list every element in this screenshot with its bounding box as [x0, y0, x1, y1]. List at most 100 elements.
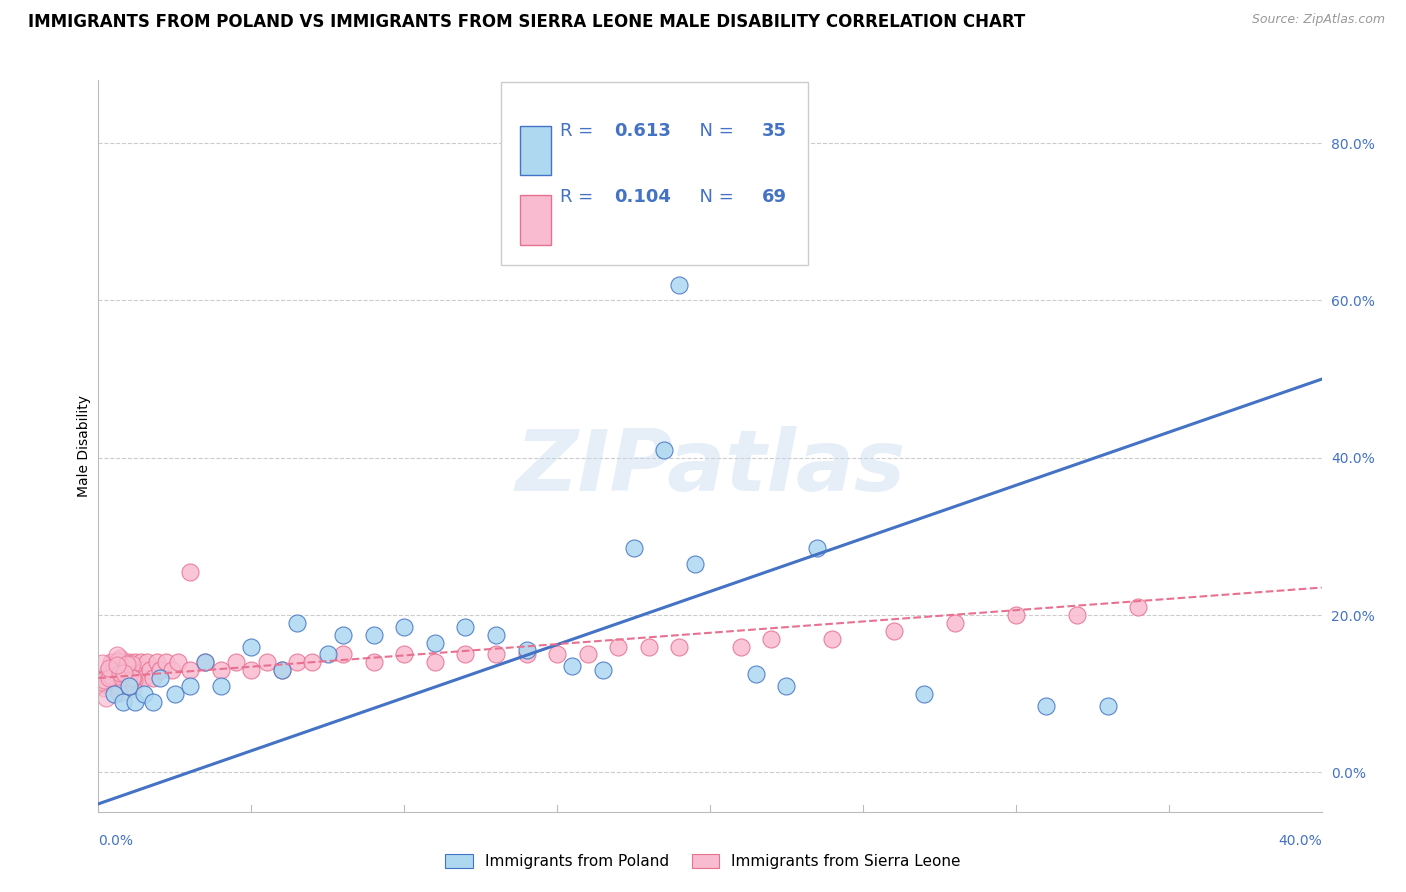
Point — [576, 648, 599, 662]
Point — [607, 640, 630, 654]
Point — [179, 663, 201, 677]
Point — [423, 655, 446, 669]
Point — [1097, 698, 1119, 713]
Point — [209, 663, 232, 677]
Point — [100, 671, 122, 685]
Point — [112, 665, 135, 680]
Point — [127, 671, 149, 685]
Point — [163, 687, 186, 701]
Point — [121, 657, 143, 671]
Text: R =: R = — [560, 188, 599, 206]
Point — [98, 661, 121, 675]
Point — [149, 671, 172, 685]
Point — [117, 673, 139, 688]
Point — [592, 663, 614, 677]
Point — [121, 679, 143, 693]
Point — [652, 442, 675, 457]
Point — [1004, 608, 1026, 623]
Text: 35: 35 — [762, 122, 786, 140]
Text: ZIPatlas: ZIPatlas — [515, 426, 905, 509]
Point — [332, 648, 354, 662]
Point — [145, 655, 167, 669]
Point — [240, 663, 263, 677]
Point — [194, 655, 217, 669]
Point — [108, 671, 131, 685]
Point — [136, 655, 159, 669]
Text: 40.0%: 40.0% — [1278, 834, 1322, 848]
Point — [454, 648, 477, 662]
Legend: Immigrants from Poland, Immigrants from Sierra Leone: Immigrants from Poland, Immigrants from … — [439, 848, 967, 875]
Point — [108, 679, 131, 693]
Point — [454, 620, 477, 634]
Point — [100, 655, 122, 669]
Point — [683, 557, 706, 571]
FancyBboxPatch shape — [501, 82, 808, 265]
Point — [270, 663, 292, 677]
Point — [124, 695, 146, 709]
Point — [107, 678, 129, 692]
Point — [759, 235, 782, 249]
Text: N =: N = — [688, 188, 740, 206]
Point — [103, 687, 125, 701]
Text: 69: 69 — [762, 188, 786, 206]
Point — [105, 671, 128, 685]
Point — [111, 695, 134, 709]
Point — [256, 655, 278, 669]
Point — [285, 615, 308, 630]
Text: IMMIGRANTS FROM POLAND VS IMMIGRANTS FROM SIERRA LEONE MALE DISABILITY CORRELATI: IMMIGRANTS FROM POLAND VS IMMIGRANTS FRO… — [28, 13, 1025, 31]
Point — [179, 679, 201, 693]
Point — [105, 657, 128, 672]
Point — [883, 624, 905, 638]
Point — [142, 695, 165, 709]
Point — [561, 659, 583, 673]
Point — [485, 628, 508, 642]
Point — [97, 679, 120, 693]
Point — [179, 565, 201, 579]
Point — [124, 673, 146, 688]
Point — [121, 663, 143, 677]
Point — [93, 681, 115, 695]
Point — [124, 671, 146, 685]
Point — [363, 655, 385, 669]
Point — [122, 671, 145, 685]
Point — [117, 667, 139, 681]
Point — [912, 687, 935, 701]
Point — [821, 632, 844, 646]
Point — [103, 679, 125, 693]
Point — [1035, 698, 1057, 713]
Point — [668, 277, 690, 292]
Point — [668, 640, 690, 654]
Text: 0.104: 0.104 — [614, 188, 672, 206]
Point — [943, 615, 966, 630]
Point — [105, 648, 128, 662]
Point — [114, 668, 136, 682]
Point — [103, 671, 125, 685]
Point — [111, 671, 134, 685]
Point — [1128, 600, 1150, 615]
Point — [107, 654, 129, 668]
Point — [142, 671, 165, 685]
Point — [316, 648, 339, 662]
Point — [623, 541, 645, 556]
Point — [301, 655, 323, 669]
Point — [100, 664, 122, 678]
Point — [363, 628, 385, 642]
FancyBboxPatch shape — [520, 126, 551, 176]
Point — [775, 679, 797, 693]
Point — [97, 663, 120, 677]
Point — [100, 669, 122, 683]
Point — [149, 663, 172, 677]
Point — [759, 632, 782, 646]
Point — [108, 686, 131, 700]
Point — [108, 663, 131, 677]
Text: 0.613: 0.613 — [614, 122, 672, 140]
Point — [105, 671, 128, 685]
Text: R =: R = — [560, 122, 599, 140]
Point — [94, 690, 117, 705]
Point — [111, 671, 134, 685]
Point — [209, 679, 232, 693]
Point — [121, 682, 143, 697]
Point — [167, 655, 190, 669]
Point — [129, 655, 152, 669]
Point — [108, 665, 131, 680]
